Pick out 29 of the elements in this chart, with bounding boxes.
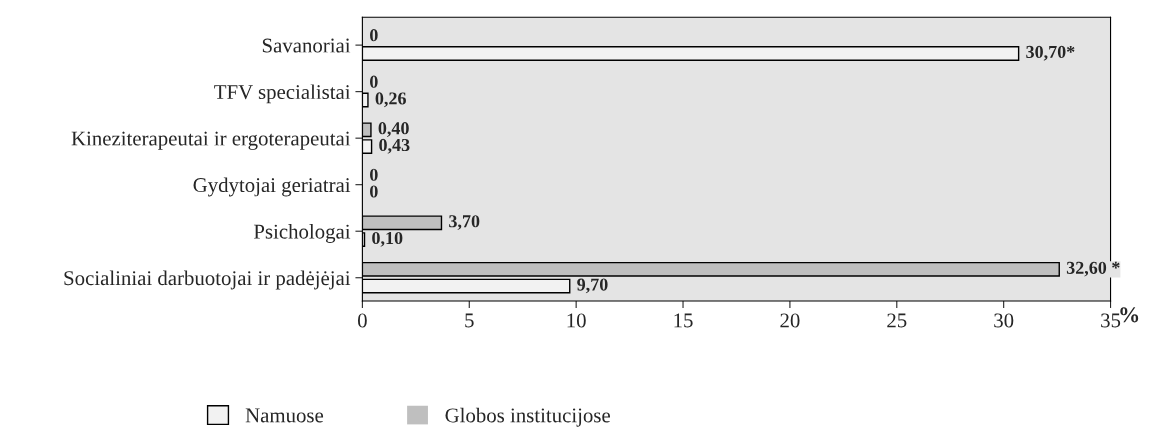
- legend-label: Namuose: [245, 408, 324, 423]
- data-label: 0,40: [378, 122, 409, 137]
- data-label: 3,70: [449, 215, 480, 230]
- data-label: 0,26: [375, 92, 406, 108]
- data-label: 9,70: [577, 278, 608, 294]
- x-tick-label: 20: [780, 313, 800, 328]
- data-label: 0,43: [379, 138, 410, 154]
- legend-label: Globos institucijose: [445, 407, 610, 427]
- data-label: 32,60 *: [1066, 261, 1120, 277]
- y-tick-label: Socialiniai darbuotojai ir padėjėjai: [64, 270, 351, 290]
- x-tick-label: 10: [567, 313, 586, 328]
- y-tick-label: Psichologai: [253, 223, 351, 243]
- x-tick-label: 15: [674, 313, 693, 328]
- x-tick-label: 5: [465, 313, 474, 328]
- y-tick-label: TFV specialistai: [214, 84, 351, 104]
- y-tick-label: Savanoriai: [262, 38, 351, 53]
- x-tick-label: 0: [357, 313, 367, 328]
- x-axis-title: %: [1120, 307, 1139, 323]
- y-tick-label: Gydytojai geriatrai: [193, 177, 351, 197]
- data-label: 30,70*: [1026, 45, 1075, 61]
- data-label: 0,10: [372, 231, 403, 247]
- y-tick-label: Kineziterapeutai ir ergoterapeutai: [71, 131, 351, 150]
- x-tick-label: 35: [1101, 313, 1121, 328]
- data-label: 0: [370, 168, 378, 181]
- x-tick-label: 25: [887, 313, 907, 328]
- data-label: 0: [370, 75, 378, 88]
- x-tick-label: 30: [994, 313, 1014, 328]
- data-label: 0: [370, 185, 378, 198]
- data-label: 0: [370, 29, 378, 42]
